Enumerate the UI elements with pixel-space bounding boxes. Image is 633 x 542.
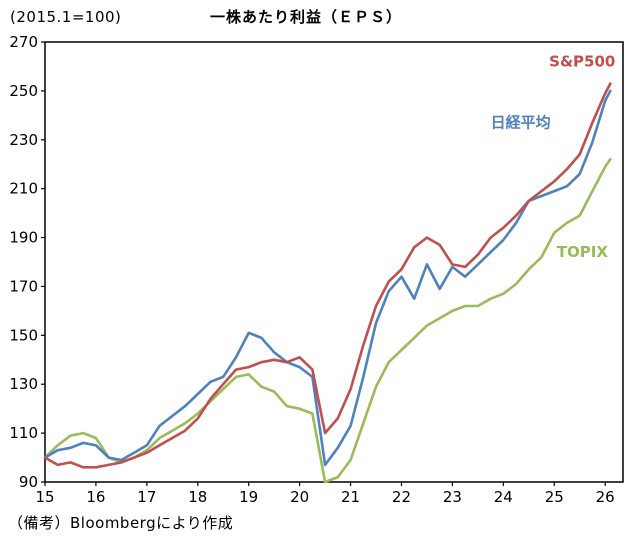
x-tick-label: 21	[341, 488, 360, 506]
x-tick-label: 19	[239, 488, 258, 506]
y-tick-label: 190	[9, 229, 38, 247]
x-tick-label: 24	[494, 488, 513, 506]
y-tick-label: 230	[9, 131, 38, 149]
index-base-note: (2015.1=100)	[10, 8, 122, 26]
plot-frame	[44, 41, 624, 483]
y-tick-label: 130	[9, 375, 38, 393]
y-tick-label: 170	[9, 277, 38, 295]
x-tick-label: 26	[596, 488, 615, 506]
y-tick-label: 150	[9, 326, 38, 344]
x-tick-label: 22	[392, 488, 411, 506]
x-tick-label: 20	[290, 488, 309, 506]
x-tick-label: 17	[137, 488, 156, 506]
y-tick-label: 270	[9, 33, 38, 51]
x-tick-label: 23	[443, 488, 462, 506]
x-tick-label: 16	[86, 488, 105, 506]
y-tick-label: 90	[19, 473, 38, 491]
y-tick-label: 250	[9, 82, 38, 100]
eps-line-chart: 90 110 130 150 170 190 210 230 250 270 15 16 17 18 19 2…	[9, 33, 624, 506]
x-tick-label: 15	[35, 488, 54, 506]
series-label-S&P500: S&P500	[549, 52, 615, 70]
series-label-日経平均: 日経平均	[491, 114, 551, 132]
source-note: （備考）Bloombergにより作成	[8, 514, 234, 532]
x-tick-label: 18	[188, 488, 207, 506]
series-line-日経平均	[43, 89, 612, 467]
chart-title: 一株あたり利益（ＥＰＳ）	[210, 8, 403, 26]
series-label-TOPIX: TOPIX	[557, 243, 609, 261]
series-line-S&P500	[43, 82, 612, 469]
y-tick-label: 110	[9, 424, 38, 442]
x-tick-label: 25	[545, 488, 564, 506]
y-tick-label: 210	[9, 180, 38, 198]
